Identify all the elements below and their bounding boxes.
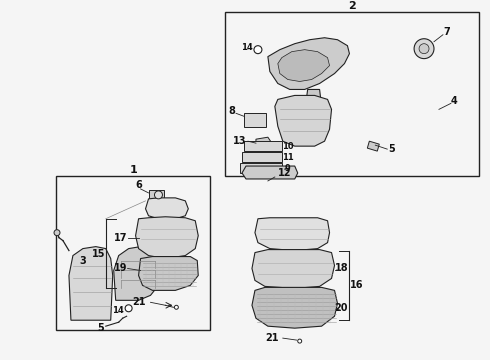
Polygon shape bbox=[255, 218, 330, 251]
Text: 13: 13 bbox=[233, 136, 247, 146]
Text: 8: 8 bbox=[229, 106, 236, 116]
Text: 17: 17 bbox=[114, 233, 127, 243]
Circle shape bbox=[254, 46, 262, 54]
Circle shape bbox=[419, 44, 429, 54]
Polygon shape bbox=[268, 38, 349, 89]
Bar bbox=[244, 141, 282, 151]
Text: 3: 3 bbox=[79, 256, 86, 266]
Polygon shape bbox=[136, 217, 198, 258]
Text: 18: 18 bbox=[335, 264, 348, 274]
Polygon shape bbox=[275, 95, 332, 146]
Bar bbox=[242, 152, 282, 162]
Text: 2: 2 bbox=[348, 1, 356, 11]
Circle shape bbox=[174, 305, 178, 309]
Bar bbox=[244, 113, 266, 127]
Text: 14: 14 bbox=[112, 306, 123, 315]
Polygon shape bbox=[278, 50, 330, 81]
Text: 11: 11 bbox=[282, 153, 294, 162]
Polygon shape bbox=[252, 287, 338, 328]
Text: 1: 1 bbox=[129, 165, 137, 175]
Text: 10: 10 bbox=[282, 141, 294, 150]
Text: 5: 5 bbox=[98, 323, 104, 333]
Polygon shape bbox=[69, 247, 113, 320]
Circle shape bbox=[54, 230, 60, 236]
Polygon shape bbox=[114, 247, 160, 300]
Circle shape bbox=[154, 191, 163, 199]
Bar bbox=[225, 12, 479, 176]
Text: 21: 21 bbox=[265, 333, 279, 343]
Text: 14: 14 bbox=[241, 43, 253, 52]
Bar bbox=[148, 190, 165, 200]
Text: 7: 7 bbox=[443, 27, 450, 37]
Text: 15: 15 bbox=[92, 248, 105, 258]
Text: 4: 4 bbox=[450, 96, 457, 107]
Circle shape bbox=[298, 339, 302, 343]
Text: 5: 5 bbox=[388, 144, 394, 154]
Circle shape bbox=[414, 39, 434, 59]
Bar bbox=[240, 163, 282, 173]
Text: 19: 19 bbox=[114, 264, 127, 274]
Polygon shape bbox=[146, 198, 188, 219]
Text: 12: 12 bbox=[278, 168, 292, 178]
Bar bbox=[56, 176, 210, 330]
Text: 21: 21 bbox=[132, 297, 146, 307]
Polygon shape bbox=[242, 166, 298, 179]
Polygon shape bbox=[305, 89, 321, 116]
Circle shape bbox=[125, 305, 132, 312]
Text: 16: 16 bbox=[350, 280, 363, 291]
Polygon shape bbox=[256, 137, 272, 149]
Text: 20: 20 bbox=[335, 303, 348, 313]
Polygon shape bbox=[139, 257, 198, 291]
Polygon shape bbox=[252, 249, 335, 288]
Text: 9: 9 bbox=[285, 163, 291, 172]
Polygon shape bbox=[368, 141, 379, 151]
Text: 6: 6 bbox=[135, 180, 142, 190]
